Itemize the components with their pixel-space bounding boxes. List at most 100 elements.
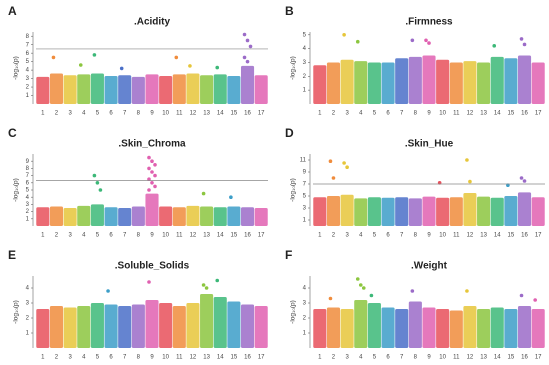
snp-cloud [531, 197, 545, 226]
snp-cloud [145, 74, 159, 104]
y-axis-label: -log₁₀(p) [13, 56, 20, 80]
snp-cloud [477, 62, 491, 104]
snp-cloud [449, 62, 463, 104]
snp-cloud [186, 73, 200, 104]
snp-peak [519, 293, 524, 298]
snp-cloud [240, 65, 255, 104]
snp-peak [410, 38, 415, 43]
x-tick-label: 13 [480, 355, 487, 361]
snp-cloud [463, 61, 477, 104]
x-tick-label: 11 [453, 355, 460, 361]
panel-letter: C [8, 126, 17, 140]
x-tick-label: 12 [190, 111, 197, 117]
snp-cloud [240, 207, 255, 226]
snp-peak [424, 38, 428, 43]
x-tick-label: 5 [96, 233, 100, 239]
x-tick-label: 4 [359, 355, 363, 361]
x-tick-label: 7 [123, 233, 127, 239]
x-tick-label: 7 [400, 111, 404, 117]
snp-cloud [254, 75, 268, 104]
x-tick-label: 9 [150, 233, 154, 239]
snp-cloud [408, 301, 422, 348]
snp-cloud [159, 206, 173, 226]
snp-cloud [200, 206, 214, 226]
x-tick-label: 13 [203, 233, 210, 239]
snp-cloud [131, 76, 145, 104]
snp-cloud [463, 306, 477, 348]
snp-cloud [490, 307, 504, 348]
snp-cloud [490, 56, 504, 104]
snp-peak [153, 173, 157, 178]
panel-letter: B [285, 4, 294, 18]
x-tick-label: 16 [244, 111, 251, 117]
snp-cloud [49, 306, 64, 348]
x-tick-label: 10 [439, 111, 446, 117]
snp-cloud [104, 304, 118, 348]
snp-cloud [63, 307, 77, 348]
x-tick-label: 13 [480, 233, 487, 239]
x-tick-label: 8 [414, 355, 418, 361]
y-tick-label: 4 [26, 68, 30, 74]
snp-cloud [77, 205, 91, 226]
snp-cloud [531, 62, 545, 104]
snp-cloud [354, 300, 368, 348]
snp-peak [328, 296, 333, 301]
x-tick-label: 12 [467, 233, 474, 239]
x-tick-label: 4 [359, 111, 363, 117]
snp-cloud [63, 75, 77, 104]
snp-cloud [227, 76, 241, 104]
snp-peak [519, 176, 524, 180]
x-tick-label: 16 [521, 111, 528, 117]
y-tick-label: 3 [303, 60, 307, 66]
x-tick-label: 7 [400, 355, 404, 361]
x-tick-label: 1 [41, 355, 45, 361]
snp-peak [147, 177, 151, 181]
x-tick-label: 17 [258, 355, 265, 361]
snp-peak [361, 286, 366, 290]
x-tick-label: 1 [41, 233, 45, 239]
x-tick-label: 7 [400, 233, 404, 239]
y-tick-label: 1 [303, 331, 307, 337]
snp-peak [98, 188, 103, 192]
snp-cloud [104, 76, 118, 104]
snp-peak [150, 170, 154, 174]
snp-peak [51, 55, 56, 60]
x-tick-label: 17 [535, 233, 542, 239]
y-tick-label: 2 [26, 209, 30, 215]
snp-peak [427, 41, 431, 45]
snp-cloud [367, 197, 381, 226]
snp-cloud [90, 73, 104, 104]
x-tick-label: 17 [258, 233, 265, 239]
snp-cloud [313, 309, 327, 348]
snp-cloud [172, 306, 186, 348]
x-tick-label: 10 [439, 233, 446, 239]
snp-cloud [63, 208, 77, 226]
x-tick-label: 13 [203, 111, 210, 117]
x-tick-label: 14 [494, 233, 501, 239]
x-tick-label: 12 [190, 233, 197, 239]
y-tick-label: 4 [303, 46, 307, 52]
x-tick-label: 15 [508, 233, 515, 239]
x-tick-label: 6 [386, 355, 390, 361]
x-tick-label: 11 [176, 233, 183, 239]
snp-cloud [436, 197, 450, 226]
snp-peak [215, 65, 220, 70]
snp-peak [92, 173, 97, 178]
snp-peak [204, 286, 209, 290]
snp-cloud [213, 74, 227, 104]
snp-cloud [326, 196, 341, 226]
snp-peak [150, 159, 154, 163]
snp-cloud [186, 205, 200, 226]
x-tick-label: 2 [332, 233, 336, 239]
y-tick-label: 5 [303, 32, 307, 38]
snp-peak [201, 191, 206, 196]
snp-cloud [381, 197, 395, 226]
x-tick-label: 2 [332, 355, 336, 361]
x-tick-label: 5 [96, 355, 100, 361]
snp-cloud [449, 197, 463, 226]
x-tick-label: 13 [203, 355, 210, 361]
snp-cloud [381, 307, 395, 348]
snp-peak [355, 39, 360, 44]
x-tick-label: 2 [55, 355, 59, 361]
